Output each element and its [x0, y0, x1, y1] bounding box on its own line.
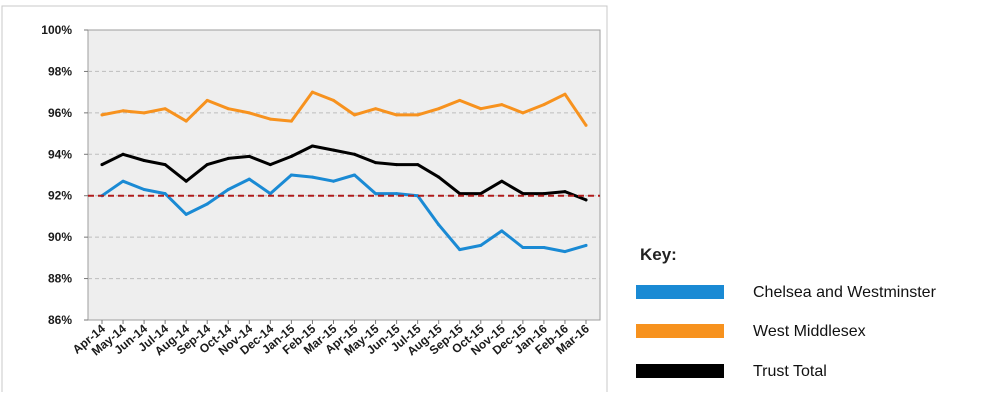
legend-swatch-chelsea: [636, 285, 724, 299]
y-tick-label: 96%: [48, 106, 72, 120]
data-point-chelsea-and-westminster: [289, 173, 293, 177]
series-line-chelsea-and-westminster: [100, 173, 588, 254]
data-point-trust-total: [184, 179, 188, 183]
data-point-west-middlesex: [289, 119, 293, 123]
data-point-west-middlesex: [226, 107, 230, 111]
legend: Key: Chelsea and Westminster West Middle…: [636, 245, 937, 380]
series-lines: [100, 90, 588, 254]
data-point-chelsea-and-westminster: [437, 223, 441, 227]
legend-label-chelsea: Chelsea and Westminster: [753, 284, 937, 301]
y-tick-label: 98%: [48, 64, 72, 78]
data-point-west-middlesex: [542, 103, 546, 107]
data-point-west-middlesex: [353, 113, 357, 117]
data-point-trust-total: [500, 179, 504, 183]
data-point-chelsea-and-westminster: [184, 212, 188, 216]
data-point-trust-total: [289, 154, 293, 158]
data-point-west-middlesex: [184, 119, 188, 123]
data-point-west-middlesex: [163, 107, 167, 111]
data-point-trust-total: [247, 154, 251, 158]
data-point-chelsea-and-westminster: [479, 243, 483, 247]
data-point-west-middlesex: [374, 107, 378, 111]
data-point-west-middlesex: [521, 111, 525, 115]
y-tick-label: 94%: [48, 147, 72, 161]
data-point-trust-total: [542, 192, 546, 196]
data-point-west-middlesex: [500, 103, 504, 107]
data-point-trust-total: [479, 192, 483, 196]
y-tick-label: 86%: [48, 313, 72, 327]
x-axis: Apr-14May-14Jun-14Jul-14Aug-14Sep-14Oct-…: [70, 320, 592, 358]
data-point-trust-total: [584, 198, 588, 202]
data-point-chelsea-and-westminster: [395, 192, 399, 196]
data-point-west-middlesex: [121, 109, 125, 113]
data-point-west-middlesex: [142, 111, 146, 115]
data-point-west-middlesex: [479, 107, 483, 111]
data-point-trust-total: [142, 159, 146, 162]
data-point-west-middlesex: [395, 113, 399, 117]
data-point-west-middlesex: [437, 107, 441, 111]
data-point-west-middlesex: [205, 98, 209, 102]
data-point-trust-total: [331, 148, 335, 152]
data-point-trust-total: [353, 152, 357, 156]
data-point-chelsea-and-westminster: [205, 202, 209, 206]
data-point-trust-total: [100, 163, 104, 167]
data-point-trust-total: [437, 175, 441, 179]
data-point-chelsea-and-westminster: [142, 188, 146, 191]
data-point-trust-total: [458, 192, 462, 196]
data-point-chelsea-and-westminster: [374, 192, 378, 196]
data-point-chelsea-and-westminster: [458, 248, 462, 252]
y-tick-label: 92%: [48, 189, 72, 203]
legend-label-trust-total: Trust Total: [753, 363, 827, 380]
legend-title: Key:: [640, 245, 677, 264]
y-axis: 86% 88% 90% 92% 94% 96% 98% 100%: [41, 23, 88, 327]
data-point-chelsea-and-westminster: [584, 243, 588, 247]
data-point-west-middlesex: [100, 113, 104, 117]
data-point-west-middlesex: [268, 117, 272, 121]
data-point-trust-total: [521, 192, 525, 196]
data-point-west-middlesex: [584, 123, 588, 127]
data-point-west-middlesex: [458, 98, 462, 102]
data-point-chelsea-and-westminster: [247, 177, 251, 181]
data-point-chelsea-and-westminster: [226, 188, 230, 191]
series-line-trust-total: [100, 144, 588, 202]
data-point-chelsea-and-westminster: [268, 192, 272, 196]
data-point-west-middlesex: [247, 111, 251, 115]
data-point-west-middlesex: [416, 113, 420, 117]
legend-label-west-middlesex: West Middlesex: [753, 323, 866, 340]
data-point-trust-total: [395, 163, 399, 167]
data-point-chelsea-and-westminster: [310, 175, 314, 179]
data-point-trust-total: [416, 163, 420, 167]
data-point-trust-total: [310, 144, 314, 148]
data-point-west-middlesex: [331, 98, 335, 102]
data-point-chelsea-and-westminster: [500, 229, 504, 233]
legend-swatch-trust-total: [636, 364, 724, 378]
data-point-trust-total: [205, 163, 209, 167]
y-tick-label: 100%: [41, 23, 72, 37]
data-point-west-middlesex: [563, 92, 567, 96]
series-line-west-middlesex: [100, 90, 588, 127]
data-point-west-middlesex: [310, 90, 314, 94]
data-point-chelsea-and-westminster: [121, 179, 125, 183]
data-point-trust-total: [226, 156, 230, 160]
y-tick-label: 90%: [48, 230, 72, 244]
data-point-chelsea-and-westminster: [521, 246, 525, 249]
data-point-chelsea-and-westminster: [542, 246, 546, 249]
data-point-trust-total: [268, 163, 272, 167]
data-point-trust-total: [563, 190, 567, 194]
data-point-chelsea-and-westminster: [353, 173, 357, 177]
data-point-chelsea-and-westminster: [563, 250, 567, 254]
data-point-chelsea-and-westminster: [163, 192, 167, 196]
data-point-chelsea-and-westminster: [331, 179, 335, 183]
legend-swatch-west-middlesex: [636, 324, 724, 338]
plot-area: [87, 29, 601, 321]
data-point-trust-total: [374, 161, 378, 165]
y-tick-label: 88%: [48, 272, 72, 286]
data-point-trust-total: [121, 152, 125, 156]
data-point-trust-total: [163, 163, 167, 167]
